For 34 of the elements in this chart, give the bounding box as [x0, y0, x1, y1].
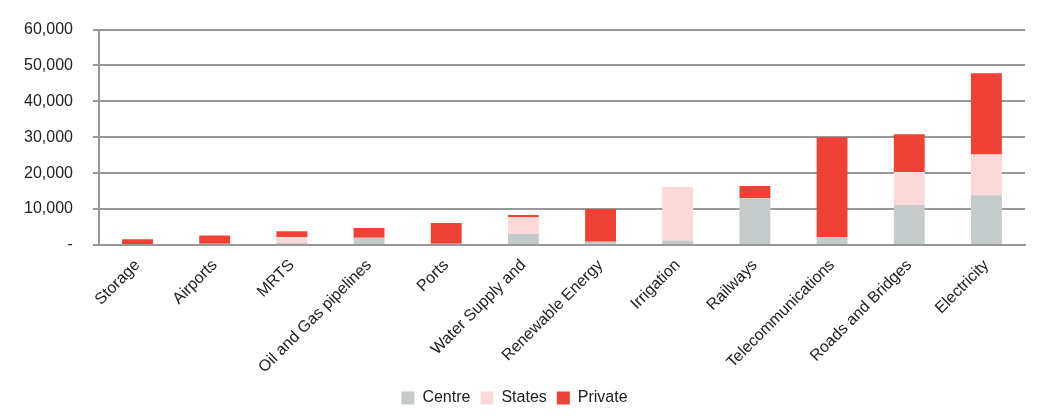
bar	[353, 237, 385, 244]
legend-label: States	[501, 388, 547, 406]
bar	[739, 186, 771, 199]
bar	[276, 237, 308, 243]
bar	[276, 231, 308, 238]
bar	[970, 73, 1002, 155]
bar	[816, 137, 848, 238]
legend-label: Private	[577, 388, 628, 406]
bar	[507, 217, 539, 235]
bar	[662, 240, 694, 244]
bar	[430, 223, 462, 244]
y-tick-label: -	[67, 235, 73, 253]
bar	[970, 154, 1002, 196]
bar	[507, 215, 539, 218]
bar	[507, 234, 539, 244]
bar	[970, 195, 1002, 244]
y-tick-label: 50,000	[24, 55, 74, 73]
y-tick-label: 40,000	[24, 91, 74, 109]
bar	[585, 209, 616, 242]
bar	[893, 205, 925, 244]
y-tick-label: 30,000	[24, 127, 74, 145]
y-tick-label: 60,000	[24, 20, 74, 38]
bar	[893, 134, 925, 173]
bar	[199, 235, 231, 244]
bar	[353, 228, 385, 238]
y-tick-label: 10,000	[24, 199, 74, 217]
bar	[739, 198, 771, 244]
bar	[122, 239, 153, 244]
legend-label: Centre	[422, 388, 471, 406]
bar	[585, 241, 616, 244]
bar	[893, 172, 925, 206]
bar	[662, 187, 694, 241]
bar	[816, 237, 848, 244]
y-tick-label: 20,000	[24, 163, 74, 181]
